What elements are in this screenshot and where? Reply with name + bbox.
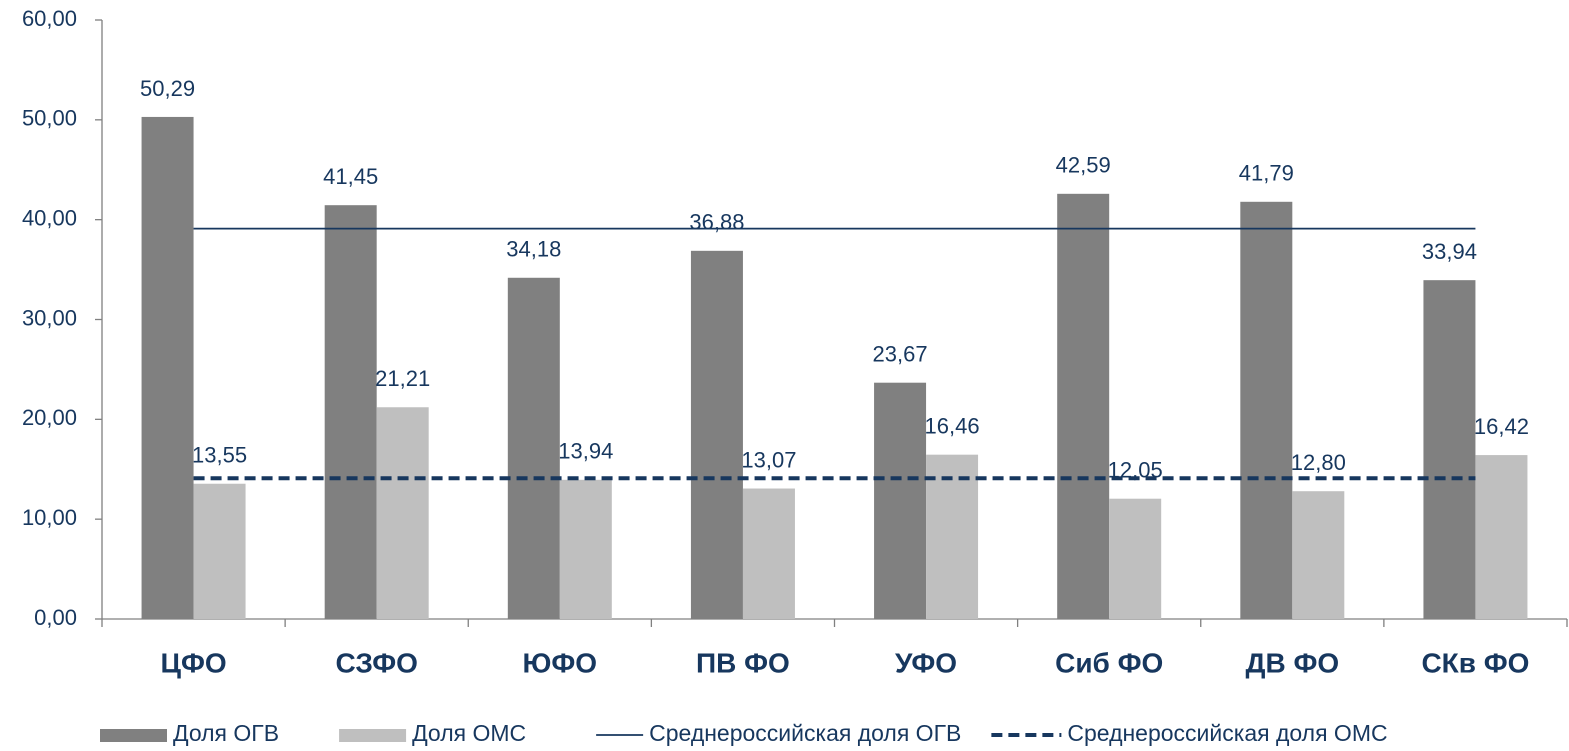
bar (1240, 201, 1293, 619)
x-tick-label: СЗФО (336, 647, 418, 678)
x-tick-label: СКв ФО (1421, 647, 1529, 678)
y-tick-label: 10,00 (22, 505, 77, 530)
bar (690, 250, 743, 619)
data-label: 13,94 (558, 439, 613, 464)
data-label: 42,59 (1056, 153, 1111, 178)
data-label: 34,18 (506, 237, 561, 262)
y-tick-label: 50,00 (22, 106, 77, 131)
legend-label: Доля ОМС (412, 720, 526, 746)
x-tick-label: Сиб ФО (1055, 647, 1163, 678)
y-tick-label: 0,00 (34, 605, 77, 630)
data-label: 12,05 (1108, 458, 1163, 483)
bar (742, 488, 795, 619)
data-label: 16,42 (1474, 414, 1529, 439)
data-label: 33,94 (1422, 239, 1477, 264)
x-tick-label: ДВ ФО (1246, 647, 1340, 678)
legend-label: Среднероссийская доля ОМС (1067, 720, 1387, 746)
data-label: 23,67 (873, 342, 928, 367)
data-label: 16,46 (925, 413, 980, 438)
legend-label: Доля ОГВ (173, 720, 279, 746)
bar (1475, 455, 1528, 619)
data-label: 41,45 (323, 164, 378, 189)
legend-swatch (100, 729, 167, 742)
data-label: 13,55 (192, 443, 247, 468)
legend-label: Среднероссийская доля ОГВ (649, 720, 961, 746)
bar (507, 277, 560, 619)
bar (376, 407, 429, 619)
y-tick-label: 30,00 (22, 305, 77, 330)
data-label: 36,88 (689, 210, 744, 235)
y-tick-label: 60,00 (22, 6, 77, 31)
bar (193, 483, 246, 619)
x-tick-label: ПВ ФО (696, 647, 790, 678)
bar (926, 454, 979, 619)
bar (1292, 491, 1345, 619)
bar (1057, 193, 1110, 620)
y-tick-label: 40,00 (22, 205, 77, 230)
bar (1109, 498, 1162, 619)
data-label: 13,07 (741, 447, 796, 472)
data-label: 21,21 (375, 366, 430, 391)
bar (1423, 280, 1476, 619)
x-tick-label: ЮФО (523, 647, 598, 678)
data-label: 41,79 (1239, 161, 1294, 186)
legend-swatch (339, 729, 407, 742)
bar (559, 479, 612, 619)
x-tick-label: ЦФО (160, 647, 226, 678)
y-tick-label: 20,00 (22, 405, 77, 430)
data-label: 12,80 (1291, 450, 1346, 475)
bar (324, 205, 377, 619)
x-tick-label: УФО (895, 647, 957, 678)
bar (874, 382, 927, 619)
data-label: 50,29 (140, 76, 195, 101)
bar (141, 116, 194, 619)
